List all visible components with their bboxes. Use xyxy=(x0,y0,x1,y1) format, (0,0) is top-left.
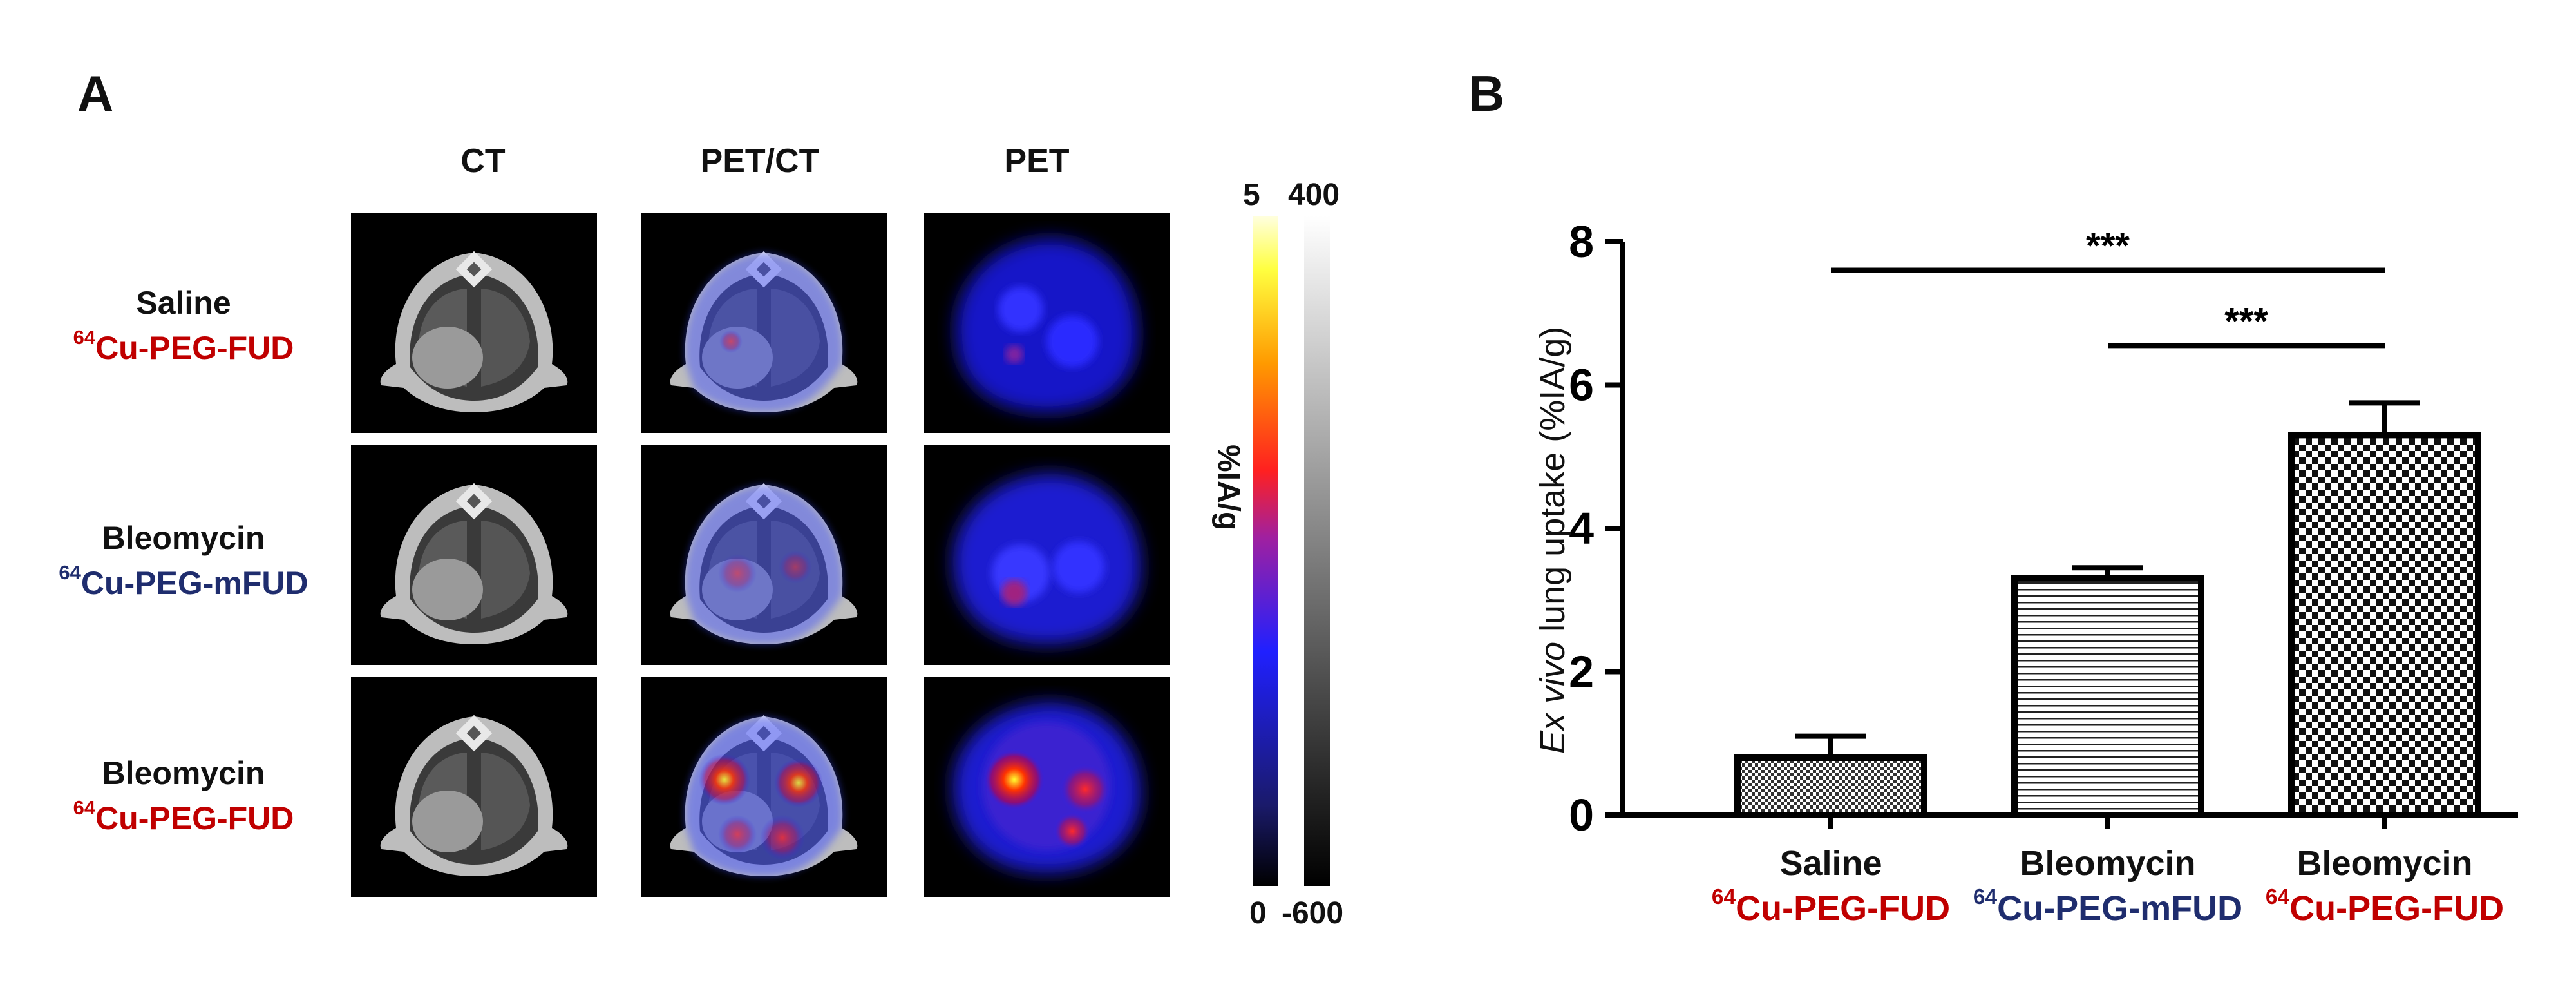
pet-colorbar-min: 0 xyxy=(1249,896,1267,930)
y-axis-label-rest: lung uptake (%IA/g) xyxy=(1533,326,1572,642)
y-tick-label-4: 4 xyxy=(1569,503,1594,553)
y-tick-label-6: 6 xyxy=(1569,360,1594,410)
pet-image-bleomycin-mfud xyxy=(924,445,1170,665)
row-label-2-line1: Bleomycin xyxy=(102,520,265,556)
ct-colorbar xyxy=(1304,216,1330,886)
row-label-3: Bleomycin 64Cu-PEG-FUD xyxy=(48,751,319,841)
ct-image-bleomycin-mfud xyxy=(351,445,597,665)
row-label-1: Saline 64Cu-PEG-FUD xyxy=(48,280,319,370)
column-label-pet: PET xyxy=(1004,142,1070,180)
petct-image-bleomycin-fud xyxy=(641,677,887,897)
ct-image-saline-fud xyxy=(351,213,597,433)
y-axis-label-italic: Ex vivo xyxy=(1533,641,1572,754)
panel-b-letter: B xyxy=(1468,65,1505,122)
row-label-2-probe: 64Cu-PEG-mFUD xyxy=(59,561,308,601)
ct-colorbar-max: 400 xyxy=(1288,178,1340,212)
y-axis-label: Ex vivo lung uptake (%IA/g) xyxy=(1533,327,1573,754)
panel-a-letter: A xyxy=(77,65,114,122)
ct-image-bleomycin-fud xyxy=(351,677,597,897)
row-label-1-probe: 64Cu-PEG-FUD xyxy=(73,325,294,366)
column-label-ct: CT xyxy=(460,142,506,180)
petct-image-bleomycin-mfud xyxy=(641,445,887,665)
y-tick-label-2: 2 xyxy=(1569,647,1594,697)
row-label-2: Bleomycin 64Cu-PEG-mFUD xyxy=(48,515,319,606)
x-category-1: Saline 64Cu-PEG-FUD xyxy=(1711,844,1951,928)
row-label-3-line1: Bleomycin xyxy=(102,755,265,791)
pet-colorbar xyxy=(1253,216,1278,886)
pet-image-saline-fud xyxy=(924,213,1170,433)
bar-2 xyxy=(2011,575,2204,818)
y-tick-label-0: 0 xyxy=(1569,790,1594,838)
bar-chart: 0 2 4 6 8 *** *** xyxy=(1569,216,2518,838)
x-category-2: Bleomycin 64Cu-PEG-mFUD xyxy=(1973,844,2243,928)
colorbar-unit-label: %IA/g xyxy=(1211,445,1245,531)
column-label-petct: PET/CT xyxy=(700,142,820,180)
x-category-3: Bleomycin 64Cu-PEG-FUD xyxy=(2265,844,2505,928)
significance-label-2: *** xyxy=(2224,300,2268,342)
petct-image-saline-fud xyxy=(641,213,887,433)
y-tick-label-8: 8 xyxy=(1569,216,1594,267)
pet-image-bleomycin-fud xyxy=(924,677,1170,897)
row-label-3-probe: 64Cu-PEG-FUD xyxy=(73,796,294,836)
pet-colorbar-max: 5 xyxy=(1243,178,1260,212)
ct-colorbar-min: -600 xyxy=(1282,896,1344,930)
bar-1 xyxy=(1734,754,1927,818)
bar-3 xyxy=(2288,432,2481,818)
significance-label-1: *** xyxy=(2086,226,2130,267)
row-label-1-line1: Saline xyxy=(136,285,231,321)
